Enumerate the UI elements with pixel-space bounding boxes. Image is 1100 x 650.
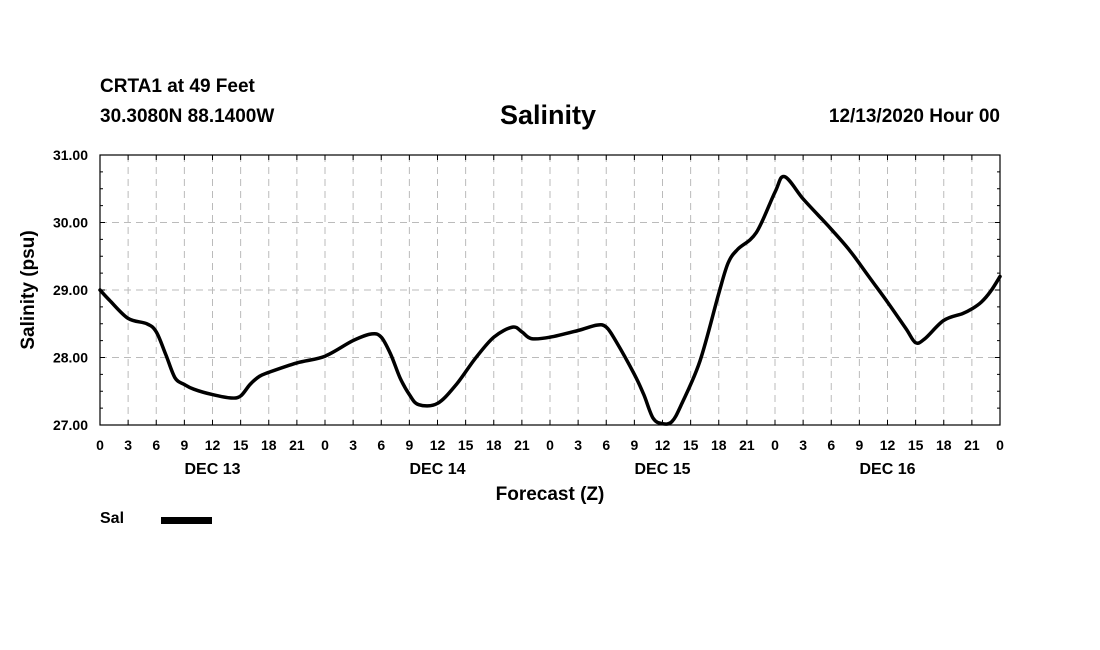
x-tick-label: 9 [405, 437, 413, 453]
y-tick-label: 29.00 [53, 282, 88, 298]
forecast-run-time: 12/13/2020 Hour 00 [828, 106, 1000, 127]
x-tick-label: 21 [739, 437, 755, 453]
x-tick-label: 9 [180, 437, 188, 453]
legend-swatch [161, 517, 212, 524]
x-tick-label: 18 [486, 437, 502, 453]
day-label: DEC 16 [859, 461, 915, 478]
x-tick-label: 0 [546, 437, 554, 453]
x-tick-label: 18 [936, 437, 952, 453]
x-tick-label: 18 [261, 437, 277, 453]
legend-label: Sal [100, 510, 125, 527]
station-label: CRTA1 at 49 Feet [100, 76, 255, 97]
x-tick-label: 0 [996, 437, 1004, 453]
x-tick-label: 15 [233, 437, 249, 453]
x-tick-label: 18 [711, 437, 727, 453]
x-tick-label: 0 [771, 437, 779, 453]
x-tick-label: 12 [880, 437, 896, 453]
x-tick-label: 0 [96, 437, 104, 453]
y-tick-label: 28.00 [53, 350, 88, 366]
x-tick-label: 12 [655, 437, 671, 453]
x-tick-label: 9 [630, 437, 638, 453]
day-label: DEC 13 [184, 461, 240, 478]
y-tick-label: 27.00 [53, 417, 88, 433]
x-tick-label: 3 [124, 437, 132, 453]
x-tick-label: 15 [908, 437, 924, 453]
x-tick-label: 3 [799, 437, 807, 453]
x-tick-label: 15 [458, 437, 474, 453]
x-axis-label: Forecast (Z) [496, 484, 605, 505]
day-label: DEC 15 [634, 461, 690, 478]
x-tick-label: 6 [602, 437, 610, 453]
y-tick-label: 30.00 [53, 215, 88, 231]
x-tick-label: 0 [321, 437, 329, 453]
x-tick-label: 3 [574, 437, 582, 453]
x-tick-label: 21 [289, 437, 305, 453]
x-tick-label: 12 [205, 437, 221, 453]
x-tick-label: 12 [430, 437, 446, 453]
y-tick-label: 31.00 [53, 147, 88, 163]
chart-title: Salinity [500, 100, 597, 130]
x-tick-label: 6 [827, 437, 835, 453]
series-line-sal [98, 174, 1002, 426]
x-tick-label: 15 [683, 437, 699, 453]
y-axis-label: Salinity (psu) [18, 230, 39, 349]
station-coordinates: 30.3080N 88.1400W [100, 106, 275, 127]
day-label: DEC 14 [409, 461, 465, 478]
x-tick-label: 21 [514, 437, 530, 453]
x-tick-label: 21 [964, 437, 980, 453]
x-tick-label: 6 [377, 437, 385, 453]
x-tick-label: 3 [349, 437, 357, 453]
x-tick-label: 6 [152, 437, 160, 453]
x-tick-label: 9 [855, 437, 863, 453]
